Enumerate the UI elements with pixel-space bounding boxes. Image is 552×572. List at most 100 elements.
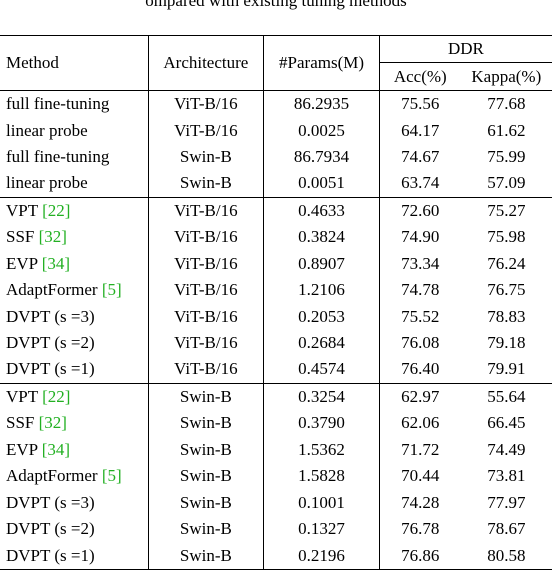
cell-params: 86.7934 — [263, 143, 380, 171]
cell-acc: 76.86 — [378, 542, 461, 570]
cell-method: DVPT (s =1) — [0, 542, 149, 570]
cell-method: AdaptFormer [5] — [0, 277, 148, 303]
cell-kappa: 79.18 — [487, 333, 526, 353]
cell-acc: 74.78 — [378, 276, 461, 304]
table-body: full fine-tuning ViT-B/16 86.2935 75.56 77.6… — [0, 90, 552, 570]
cell-architecture: Swin-B — [147, 542, 264, 570]
method-name: DVPT (s =3) — [6, 492, 95, 512]
cell-method: AdaptFormer [5] — [0, 463, 148, 489]
table-row: EVP [34] Swin-B 1.5362 71.72 74.49 — [0, 436, 552, 463]
method-name: DVPT (s =2) — [6, 519, 95, 539]
cell-architecture: Swin-B — [147, 436, 264, 463]
cell-acc: 76.08 — [378, 329, 461, 357]
cell-acc: 75.56 — [378, 90, 461, 118]
table-row: VPT [22] Swin-B 0.3254 62.97 55.64 — [0, 382, 552, 411]
cell-params: 0.8907 — [263, 250, 380, 277]
cell-kappa: 77.68 — [487, 94, 526, 114]
cell-kappa: 80.58 — [460, 542, 552, 570]
table-caption: ompared with existing tuning methods — [145, 0, 407, 10]
cell-params: 0.2684 — [263, 329, 380, 357]
method-name: EVP — [6, 439, 42, 459]
cell-acc: 74.28 — [378, 489, 461, 516]
cell-kappa: 78.67 — [487, 519, 526, 539]
cell-acc: 63.74 — [378, 170, 461, 198]
cell-kappa: 73.81 — [487, 466, 526, 486]
cell-params: 0.4574 — [263, 356, 380, 384]
table-row: linear probe ViT-B/16 0.0025 64.17 61.62 — [0, 117, 552, 144]
cell-params: 0.3824 — [263, 224, 380, 251]
cell-acc: 62.06 — [378, 410, 461, 437]
cell-architecture: Swin-B — [147, 170, 264, 198]
cell-params: 0.0051 — [263, 170, 380, 198]
cell-acc: 72.60 — [378, 196, 461, 225]
cell-method: full fine-tuning — [0, 144, 148, 170]
cell-method: EVP [34] — [0, 437, 148, 463]
method-name: SSF — [6, 413, 39, 433]
method-name: EVP — [6, 253, 42, 273]
citation-link[interactable]: [34] — [41, 439, 71, 459]
header-acc: Acc(%) — [378, 62, 461, 91]
cell-acc: 76.40 — [378, 356, 461, 384]
cell-architecture: ViT-B/16 — [147, 90, 264, 118]
cell-architecture: ViT-B/16 — [147, 117, 264, 144]
cell-params: 1.5828 — [263, 463, 380, 490]
cell-method: DVPT (s =3) — [0, 489, 148, 515]
cell-params: 0.2053 — [263, 303, 380, 330]
cell-kappa: 76.75 — [487, 280, 526, 300]
method-name: AdaptFormer — [6, 466, 102, 486]
method-name: DVPT (s =1) — [6, 359, 95, 379]
method-name: DVPT (s =3) — [6, 306, 95, 326]
table-row: EVP [34] ViT-B/16 0.8907 73.34 76.24 — [0, 250, 552, 277]
cell-method: DVPT (s =1) — [0, 356, 148, 383]
cell-architecture: Swin-B — [147, 382, 264, 411]
cell-params: 1.5362 — [263, 436, 380, 463]
cell-params: 0.1327 — [263, 515, 380, 543]
cell-acc: 71.72 — [378, 436, 461, 463]
header-ddr: DDR — [378, 34, 552, 64]
cell-params: 0.4633 — [263, 196, 380, 225]
cell-acc: 62.97 — [378, 382, 461, 411]
table-row: DVPT (s =1) ViT-B/16 0.4574 76.40 79.91 — [0, 356, 552, 384]
citation-link[interactable]: [22] — [42, 386, 71, 406]
cell-method: VPT [22] — [0, 196, 149, 225]
cell-method: VPT [22] — [0, 382, 149, 411]
table-row: DVPT (s =2) Swin-B 0.1327 76.78 78.67 — [0, 515, 552, 543]
cell-architecture: Swin-B — [147, 489, 264, 516]
cell-params: 0.3254 — [263, 382, 380, 411]
header-kappa: Kappa(%) — [460, 62, 552, 91]
cell-acc: 64.17 — [378, 117, 461, 144]
table-row: VPT [22] ViT-B/16 0.4633 72.60 75.27 — [0, 196, 552, 225]
citation-link[interactable]: [32] — [38, 227, 67, 247]
cell-params: 86.2935 — [263, 90, 380, 118]
citation-link[interactable]: [5] — [101, 466, 122, 486]
cell-method: linear probe — [0, 117, 148, 143]
cell-acc: 70.44 — [378, 463, 461, 490]
cell-kappa: 57.09 — [487, 173, 526, 193]
cell-kappa: 77.97 — [487, 492, 526, 512]
cell-method: linear probe — [0, 170, 148, 197]
method-name: VPT — [6, 386, 43, 406]
cell-architecture: ViT-B/16 — [147, 224, 264, 251]
cell-kappa: 55.64 — [460, 382, 552, 411]
table-row: DVPT (s =3) Swin-B 0.1001 74.28 77.97 — [0, 489, 552, 516]
cell-architecture: Swin-B — [147, 410, 264, 437]
cell-acc: 74.90 — [378, 224, 461, 251]
citation-link[interactable]: [5] — [101, 280, 122, 300]
cell-method: SSF [32] — [0, 224, 148, 250]
method-name: linear probe — [6, 173, 88, 193]
cell-method: DVPT (s =3) — [0, 303, 148, 329]
cell-method: DVPT (s =2) — [0, 516, 148, 542]
table-row: DVPT (s =2) ViT-B/16 0.2684 76.08 79.18 — [0, 329, 552, 357]
citation-link[interactable]: [32] — [38, 413, 67, 433]
header-architecture: Architecture — [147, 35, 264, 91]
results-table: Method Architecture #Params(M) DDR Acc(%… — [0, 34, 552, 570]
cell-method: full fine-tuning — [0, 90, 148, 117]
header-method: Method — [0, 35, 149, 91]
method-name: DVPT (s =1) — [6, 545, 95, 565]
citation-link[interactable]: [22] — [42, 200, 71, 220]
cell-architecture: Swin-B — [147, 143, 264, 171]
table-row: DVPT (s =3) ViT-B/16 0.2053 75.52 78.83 — [0, 303, 552, 330]
cell-architecture: ViT-B/16 — [147, 276, 264, 304]
cell-kappa: 75.27 — [460, 196, 552, 225]
citation-link[interactable]: [34] — [41, 253, 71, 273]
